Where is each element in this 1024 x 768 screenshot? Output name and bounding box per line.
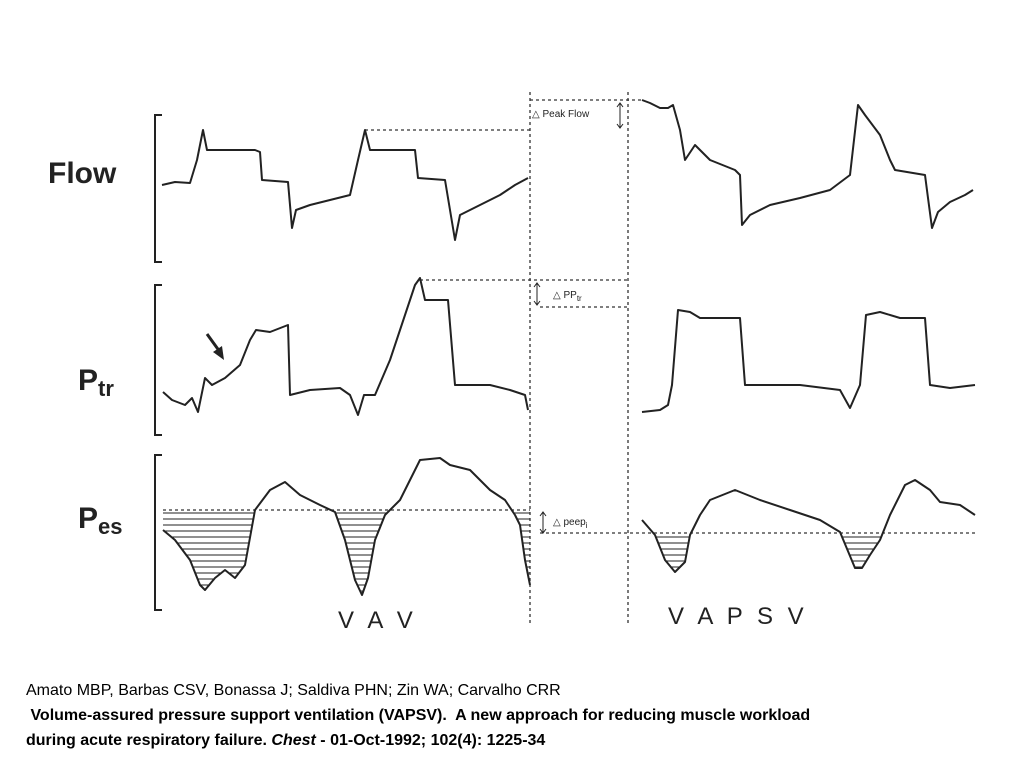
ann-symbol: △ [532, 109, 540, 120]
citation-details: - 01-Oct-1992; 102(4): 1225-34 [315, 732, 546, 749]
annotation: △ Peak Flow [532, 109, 590, 120]
ann-sub: i [586, 521, 588, 530]
trace-label: Pes [78, 502, 123, 539]
ann-symbol: △ [553, 517, 561, 528]
ann-text: peep [563, 517, 586, 528]
label-sub: tr [98, 376, 114, 401]
label-sub: es [98, 514, 122, 539]
mode-label: V A V [338, 607, 417, 634]
bracket [154, 114, 162, 263]
label-main: P [78, 502, 98, 535]
annotation: △ peepi [553, 517, 588, 530]
trace-label: Ptr [78, 364, 114, 401]
annotation: △ PPtr [553, 290, 582, 303]
journal: Chest [271, 732, 316, 749]
citation-title: during acute respiratory failure. Chest … [26, 732, 545, 750]
ann-text: Peak Flow [542, 109, 589, 120]
citation-title: Volume-assured pressure support ventilat… [26, 707, 811, 724]
bracket [154, 454, 162, 611]
ann-sub: tr [577, 294, 582, 303]
citation-authors: Amato MBP, Barbas CSV, Bonassa J; Saldiv… [26, 682, 561, 699]
hatch [653, 533, 883, 572]
mode-label: V A P S V [668, 603, 808, 630]
ann-text: PP [563, 290, 577, 301]
trace-label: Flow [48, 157, 117, 190]
ann-symbol: △ [553, 290, 561, 301]
citation-title-end: during acute respiratory failure. [26, 732, 267, 749]
bracket [154, 284, 162, 436]
figure: Flow Ptr Pes △ Peak Flow △ PPtr △ peepi … [48, 92, 976, 634]
waveforms [161, 99, 976, 596]
label-main: P [78, 364, 98, 397]
hatch [163, 510, 530, 595]
